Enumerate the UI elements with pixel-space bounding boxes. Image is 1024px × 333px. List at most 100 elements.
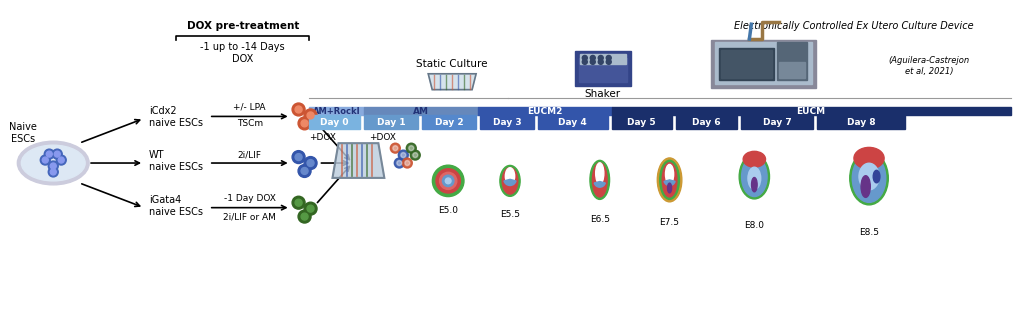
Text: (Aguilera-Castrejon
et al, 2021): (Aguilera-Castrejon et al, 2021) bbox=[888, 56, 970, 76]
Bar bbox=[741, 116, 813, 129]
Circle shape bbox=[292, 151, 305, 164]
Ellipse shape bbox=[873, 170, 880, 183]
Ellipse shape bbox=[659, 161, 679, 199]
Circle shape bbox=[598, 59, 603, 64]
Bar bbox=[538, 116, 607, 129]
Bar bbox=[716, 42, 812, 84]
Ellipse shape bbox=[854, 148, 884, 169]
Ellipse shape bbox=[739, 155, 769, 199]
Circle shape bbox=[301, 120, 308, 127]
Bar bbox=[611, 108, 1011, 116]
Text: Day 6: Day 6 bbox=[692, 118, 721, 127]
Ellipse shape bbox=[850, 152, 888, 205]
Circle shape bbox=[298, 210, 311, 223]
Circle shape bbox=[48, 161, 58, 171]
Ellipse shape bbox=[668, 183, 672, 193]
Text: AM: AM bbox=[414, 107, 429, 116]
Text: Day 3: Day 3 bbox=[493, 118, 521, 127]
Circle shape bbox=[439, 172, 457, 189]
Text: 2i/LIF or AM: 2i/LIF or AM bbox=[223, 212, 276, 221]
Circle shape bbox=[442, 175, 454, 186]
Circle shape bbox=[40, 155, 50, 165]
Circle shape bbox=[445, 178, 451, 184]
Text: E8.0: E8.0 bbox=[744, 221, 764, 230]
Circle shape bbox=[400, 153, 406, 158]
Circle shape bbox=[298, 165, 311, 177]
Circle shape bbox=[50, 163, 56, 169]
Circle shape bbox=[304, 109, 317, 122]
Bar bbox=[712, 40, 816, 88]
Ellipse shape bbox=[861, 176, 870, 197]
Text: E5.5: E5.5 bbox=[500, 210, 520, 219]
Ellipse shape bbox=[500, 166, 520, 196]
Circle shape bbox=[411, 150, 420, 160]
Circle shape bbox=[292, 103, 305, 116]
Circle shape bbox=[394, 158, 404, 168]
Text: -1 Day DOX: -1 Day DOX bbox=[224, 194, 275, 203]
Circle shape bbox=[42, 157, 48, 163]
Circle shape bbox=[295, 199, 302, 206]
Text: 2i/LIF: 2i/LIF bbox=[238, 151, 262, 160]
Circle shape bbox=[307, 160, 314, 166]
Circle shape bbox=[404, 161, 410, 166]
Bar bbox=[478, 108, 611, 116]
Text: Day 4: Day 4 bbox=[558, 118, 587, 127]
Ellipse shape bbox=[505, 168, 515, 185]
Text: AM+RockI: AM+RockI bbox=[312, 107, 360, 116]
Bar bbox=[817, 116, 905, 129]
Circle shape bbox=[590, 55, 595, 60]
Bar bbox=[308, 108, 365, 116]
Text: Shaker: Shaker bbox=[585, 89, 621, 99]
Bar bbox=[579, 58, 627, 82]
Circle shape bbox=[50, 169, 56, 175]
Text: EUCM: EUCM bbox=[797, 107, 825, 116]
Circle shape bbox=[301, 167, 308, 174]
Circle shape bbox=[292, 196, 305, 209]
Wedge shape bbox=[594, 181, 605, 187]
Bar bbox=[308, 116, 360, 129]
Ellipse shape bbox=[752, 177, 757, 192]
Text: Day 2: Day 2 bbox=[435, 118, 464, 127]
Bar bbox=[365, 116, 418, 129]
Text: +DOX: +DOX bbox=[309, 133, 336, 142]
Text: +/- LPA: +/- LPA bbox=[233, 103, 266, 112]
Ellipse shape bbox=[17, 141, 89, 185]
Circle shape bbox=[606, 55, 611, 60]
Circle shape bbox=[436, 169, 461, 193]
Text: Day 5: Day 5 bbox=[628, 118, 656, 127]
Text: Static Culture: Static Culture bbox=[417, 59, 487, 69]
Circle shape bbox=[52, 149, 62, 159]
Ellipse shape bbox=[859, 163, 879, 190]
Bar bbox=[574, 51, 631, 86]
Circle shape bbox=[606, 59, 611, 64]
Text: naive ESCs: naive ESCs bbox=[148, 118, 203, 128]
Circle shape bbox=[590, 59, 595, 64]
Circle shape bbox=[295, 106, 302, 113]
Text: Day 7: Day 7 bbox=[763, 118, 792, 127]
Circle shape bbox=[58, 157, 65, 163]
Text: Day 0: Day 0 bbox=[321, 118, 349, 127]
Bar bbox=[580, 54, 626, 64]
Circle shape bbox=[397, 161, 401, 166]
Text: WT: WT bbox=[148, 150, 165, 160]
Ellipse shape bbox=[590, 161, 609, 199]
Ellipse shape bbox=[743, 151, 766, 167]
Wedge shape bbox=[664, 180, 675, 185]
Ellipse shape bbox=[666, 165, 674, 184]
Ellipse shape bbox=[22, 145, 85, 181]
Text: +DOX: +DOX bbox=[369, 133, 396, 142]
Bar bbox=[779, 62, 805, 78]
Circle shape bbox=[432, 165, 464, 196]
Bar bbox=[722, 50, 772, 78]
Circle shape bbox=[44, 149, 54, 159]
Text: iGata4: iGata4 bbox=[148, 195, 181, 205]
Polygon shape bbox=[333, 143, 384, 178]
Polygon shape bbox=[428, 74, 476, 90]
Text: Day 8: Day 8 bbox=[847, 118, 876, 127]
Circle shape bbox=[301, 213, 308, 220]
Circle shape bbox=[56, 155, 67, 165]
Circle shape bbox=[393, 146, 397, 151]
Ellipse shape bbox=[663, 163, 677, 197]
Circle shape bbox=[298, 117, 311, 130]
Text: EUCM2: EUCM2 bbox=[527, 107, 562, 116]
